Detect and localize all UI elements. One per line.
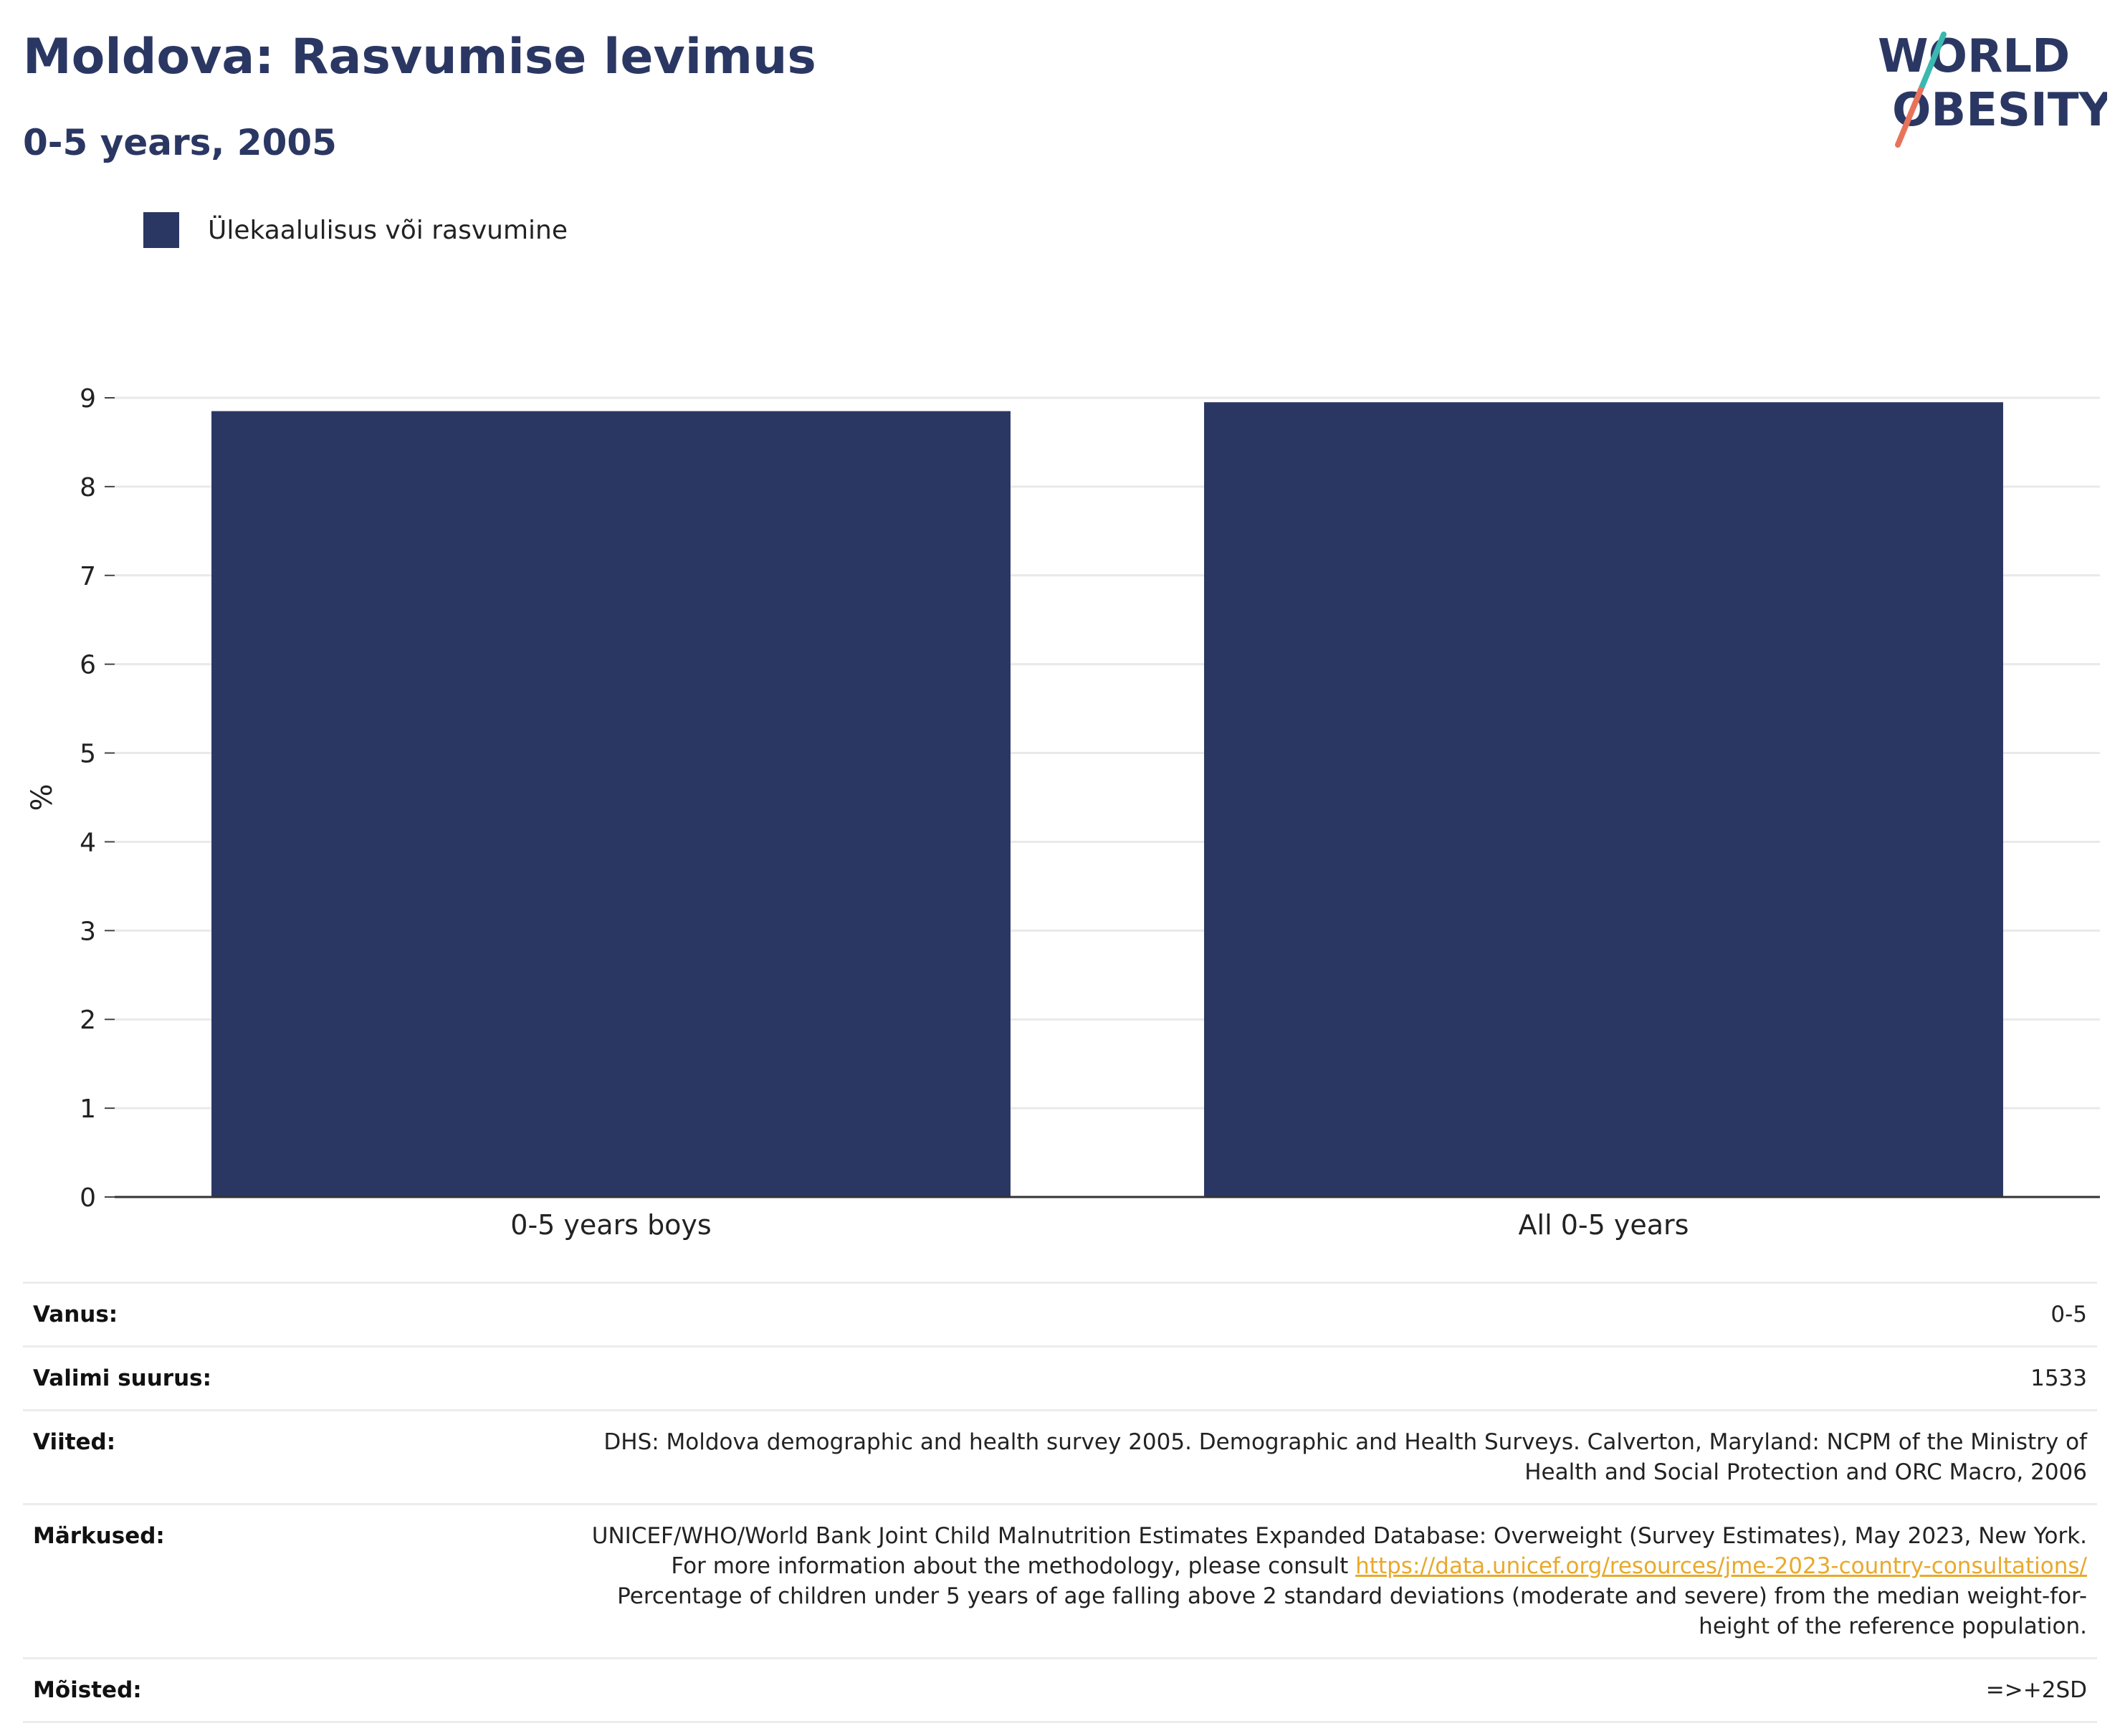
y-tick-label: 8 <box>80 473 96 502</box>
notes-label: Märkused: <box>33 1523 165 1549</box>
definitions-label: Mõisted: <box>33 1677 142 1703</box>
references-label: Viited: <box>33 1429 116 1455</box>
legend-swatch <box>143 212 179 248</box>
sample-size-label: Valimi suurus: <box>33 1365 211 1391</box>
y-tick-label: 1 <box>80 1094 96 1124</box>
y-tick-label: 6 <box>80 651 96 680</box>
age-label: Vanus: <box>33 1302 118 1327</box>
y-axis-title: % <box>26 783 59 811</box>
y-tick-label: 9 <box>80 384 96 414</box>
y-tick-label: 2 <box>80 1006 96 1035</box>
notes-value: UNICEF/WHO/World Bank Joint Child Malnut… <box>568 1521 2087 1641</box>
y-tick-label: 5 <box>80 740 96 769</box>
sample-size-value: 1533 <box>2030 1365 2087 1391</box>
svg-text:OBESITY: OBESITY <box>1892 84 2107 137</box>
notes-text-after: Percentage of children under 5 years of … <box>617 1583 2087 1639</box>
info-row-sample-size: Valimi suurus: 1533 <box>23 1345 2097 1409</box>
notes-text: UNICEF/WHO/World Bank Joint Child Malnut… <box>591 1523 2087 1579</box>
info-table: Vanus: 0-5 Valimi suurus: 1533 Viited: D… <box>23 1282 2097 1723</box>
y-tick-label: 4 <box>80 828 96 857</box>
info-row-notes: Märkused: UNICEF/WHO/World Bank Joint Ch… <box>23 1503 2097 1657</box>
info-row-references: Viited: DHS: Moldova demographic and hea… <box>23 1409 2097 1503</box>
methodology-link[interactable]: https://data.unicef.org/resources/jme-20… <box>1355 1553 2087 1579</box>
bar[interactable] <box>1204 402 2003 1197</box>
svg-text:WORLD: WORLD <box>1878 30 2070 83</box>
references-value: DHS: Moldova demographic and health surv… <box>603 1429 2087 1485</box>
info-row-age: Vanus: 0-5 <box>23 1282 2097 1345</box>
definitions-value: =>+2SD <box>1985 1677 2087 1703</box>
y-tick-label: 0 <box>80 1183 96 1213</box>
chart-legend: Ülekaalulisus või rasvumine <box>143 212 568 248</box>
y-tick-label: 3 <box>80 917 96 946</box>
bar-chart: 0 1 2 3 4 5 6 7 8 9% 0-5 years boys All 0-5 years <box>26 384 2100 1241</box>
info-row-definitions: Mõisted: =>+2SD <box>23 1657 2097 1723</box>
x-tick-label: 0-5 years boys <box>510 1209 711 1241</box>
age-value: 0-5 <box>2050 1302 2087 1327</box>
page-subtitle: 0-5 years, 2005 <box>23 122 337 163</box>
bars <box>211 402 2003 1198</box>
legend-label: Ülekaalulisus või rasvumine <box>208 215 568 245</box>
y-tick-label: 7 <box>80 562 96 591</box>
world-obesity-logo: WORLD OBESITY <box>1878 30 2107 148</box>
axes: 0 1 2 3 4 5 6 7 8 9% 0-5 years boys All 0-5 years <box>26 384 2100 1241</box>
page-title: Moldova: Rasvumise levimus <box>23 29 816 85</box>
bar[interactable] <box>211 411 1011 1198</box>
x-tick-label: All 0-5 years <box>1519 1209 1689 1241</box>
